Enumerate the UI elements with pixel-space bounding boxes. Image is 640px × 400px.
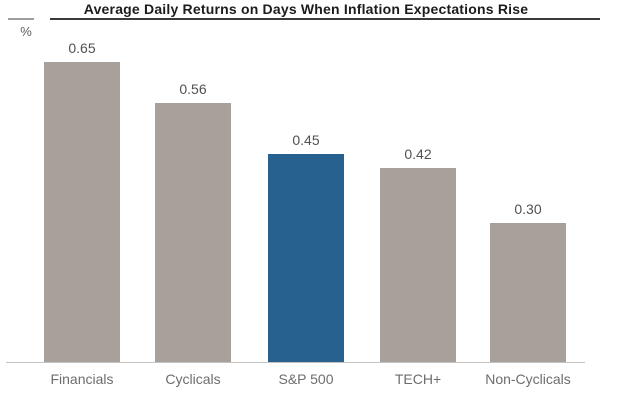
bar-cyclicals <box>155 103 231 362</box>
category-label-tech: TECH+ <box>394 371 442 387</box>
category-label-financials: Financials <box>50 371 114 387</box>
x-axis-line <box>6 362 585 363</box>
value-label-tech: 0.42 <box>404 146 432 162</box>
chart-title: Average Daily Returns on Days When Infla… <box>83 1 529 17</box>
bar-non-cyclicals <box>490 223 566 362</box>
unit-axis-rule <box>8 18 34 20</box>
bar-financials <box>44 62 120 362</box>
category-label-cyclicals: Cyclicals <box>165 371 221 387</box>
category-label-non-cyclicals: Non-Cyclicals <box>485 371 571 387</box>
value-label-s-p-500: 0.45 <box>292 132 320 148</box>
value-label-non-cyclicals: 0.30 <box>514 201 542 217</box>
category-label-s-p-500: S&P 500 <box>278 371 334 387</box>
y-axis-unit-label: % <box>20 24 32 39</box>
value-label-financials: 0.65 <box>68 40 96 56</box>
value-label-cyclicals: 0.56 <box>179 81 207 97</box>
bar-tech <box>380 168 456 362</box>
title-underline-rule <box>50 18 600 20</box>
bar-s-p-500 <box>268 154 344 362</box>
